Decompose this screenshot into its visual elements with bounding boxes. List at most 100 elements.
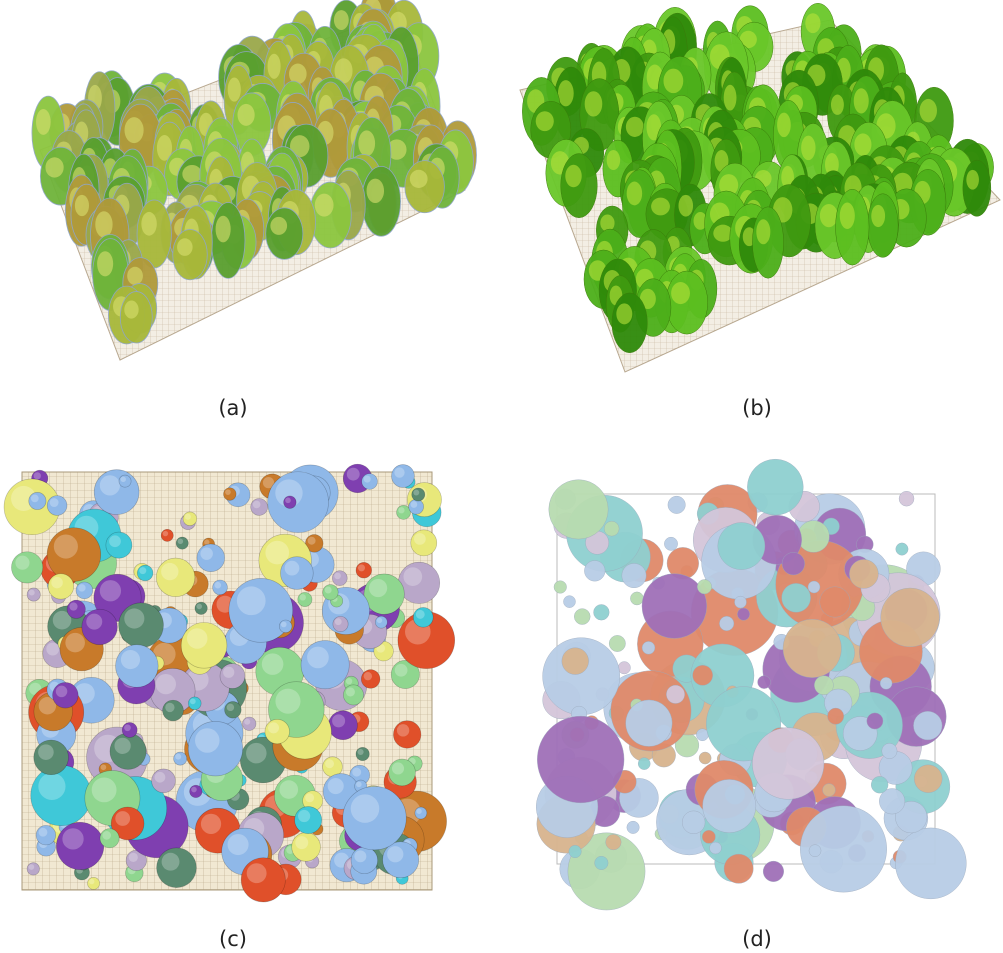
crown-highlight [178,539,183,544]
tree-crown [612,293,647,353]
crown [537,716,624,803]
panel-d-image [536,459,966,910]
crown [820,587,850,617]
tree-highlight [671,282,690,304]
crown [682,811,705,834]
crown-highlight [29,590,35,596]
crown [584,561,605,582]
crown [737,608,749,620]
tree-highlight [410,170,428,188]
crown-highlight [109,535,121,547]
crown-highlight [162,853,180,871]
crown-highlight [307,647,329,669]
tree-highlight [75,195,89,216]
tree-crown [836,189,870,265]
tree-crown [173,229,208,279]
crown [783,619,841,677]
tree-highlight [585,91,603,116]
crown-highlight [201,814,221,834]
tree-highlight [558,80,574,106]
tree-highlight [127,267,143,285]
tree-highlight [565,165,581,187]
crown [849,559,878,588]
tree-highlight [270,217,287,235]
crown [724,854,753,883]
crown-highlight [325,587,332,594]
crown [752,728,824,800]
crown-highlight [190,699,196,705]
crown-highlight [101,764,107,770]
crown [666,685,684,703]
crown-highlight [102,831,111,840]
tree-highlight [871,205,885,227]
crown [554,581,567,594]
crown [693,665,713,685]
tree-crown [120,292,152,343]
tree-highlight [777,113,791,138]
tree-highlight [831,95,844,115]
tree-highlight [315,194,334,217]
tree-highlight [854,88,869,113]
crown-highlight [124,608,144,628]
crown-highlight [129,853,138,862]
crown-highlight [411,501,418,508]
crown [703,779,756,832]
crown-highlight [223,667,234,678]
crown-highlight [46,643,59,656]
tree-highlight [966,170,979,190]
crown [668,496,685,513]
crown-highlight [358,564,365,571]
page: (a) (b) (c) (d) (() => { const data = JS… [0,0,1003,953]
tree-highlight [536,111,554,131]
crown [622,563,646,587]
crown-highlight [200,547,212,559]
crown-highlight [39,828,48,837]
crown-highlight [15,556,29,570]
crown [882,743,897,758]
crown-highlight [347,468,360,481]
tree-highlight [840,203,855,230]
tree-highlight [651,198,670,216]
tree-crown [266,208,303,260]
crown-highlight [295,836,308,849]
crown-highlight [308,537,316,545]
panel-label: (b) [742,396,772,420]
tree-highlight [854,133,871,155]
crown-highlight [100,475,120,495]
crown-highlight [369,579,387,597]
crown-highlight [244,719,250,725]
tree-highlight [600,214,614,231]
crown [642,641,655,654]
crown-highlight [351,794,380,823]
crown [758,676,771,689]
tree-crown [561,154,598,218]
crown-highlight [364,672,372,680]
panel-b-image [520,3,1000,372]
tree-crown [867,194,898,258]
crown-highlight [163,531,168,536]
crown-highlight [416,610,425,619]
crown [763,861,784,882]
crown-highlight [175,754,181,760]
crown-highlight [392,762,404,774]
tree-highlight [805,13,820,33]
panel-label: (c) [219,927,247,951]
crown-highlight [100,580,121,601]
tree-highlight [45,157,63,177]
crown [627,821,639,833]
tree-crown [310,182,352,248]
crown-highlight [354,850,366,862]
crown [630,592,643,605]
tree-crown [362,166,401,236]
crown-highlight [358,749,364,755]
crown-highlight [78,584,86,592]
crown-highlight [227,704,234,711]
crown-highlight [195,728,220,753]
crown [574,609,590,625]
crown [734,596,746,608]
tree-highlight [177,238,193,256]
tree-highlight [334,10,349,30]
crown-highlight [69,602,77,610]
crown-highlight [89,879,94,884]
tree-highlight [268,54,281,79]
